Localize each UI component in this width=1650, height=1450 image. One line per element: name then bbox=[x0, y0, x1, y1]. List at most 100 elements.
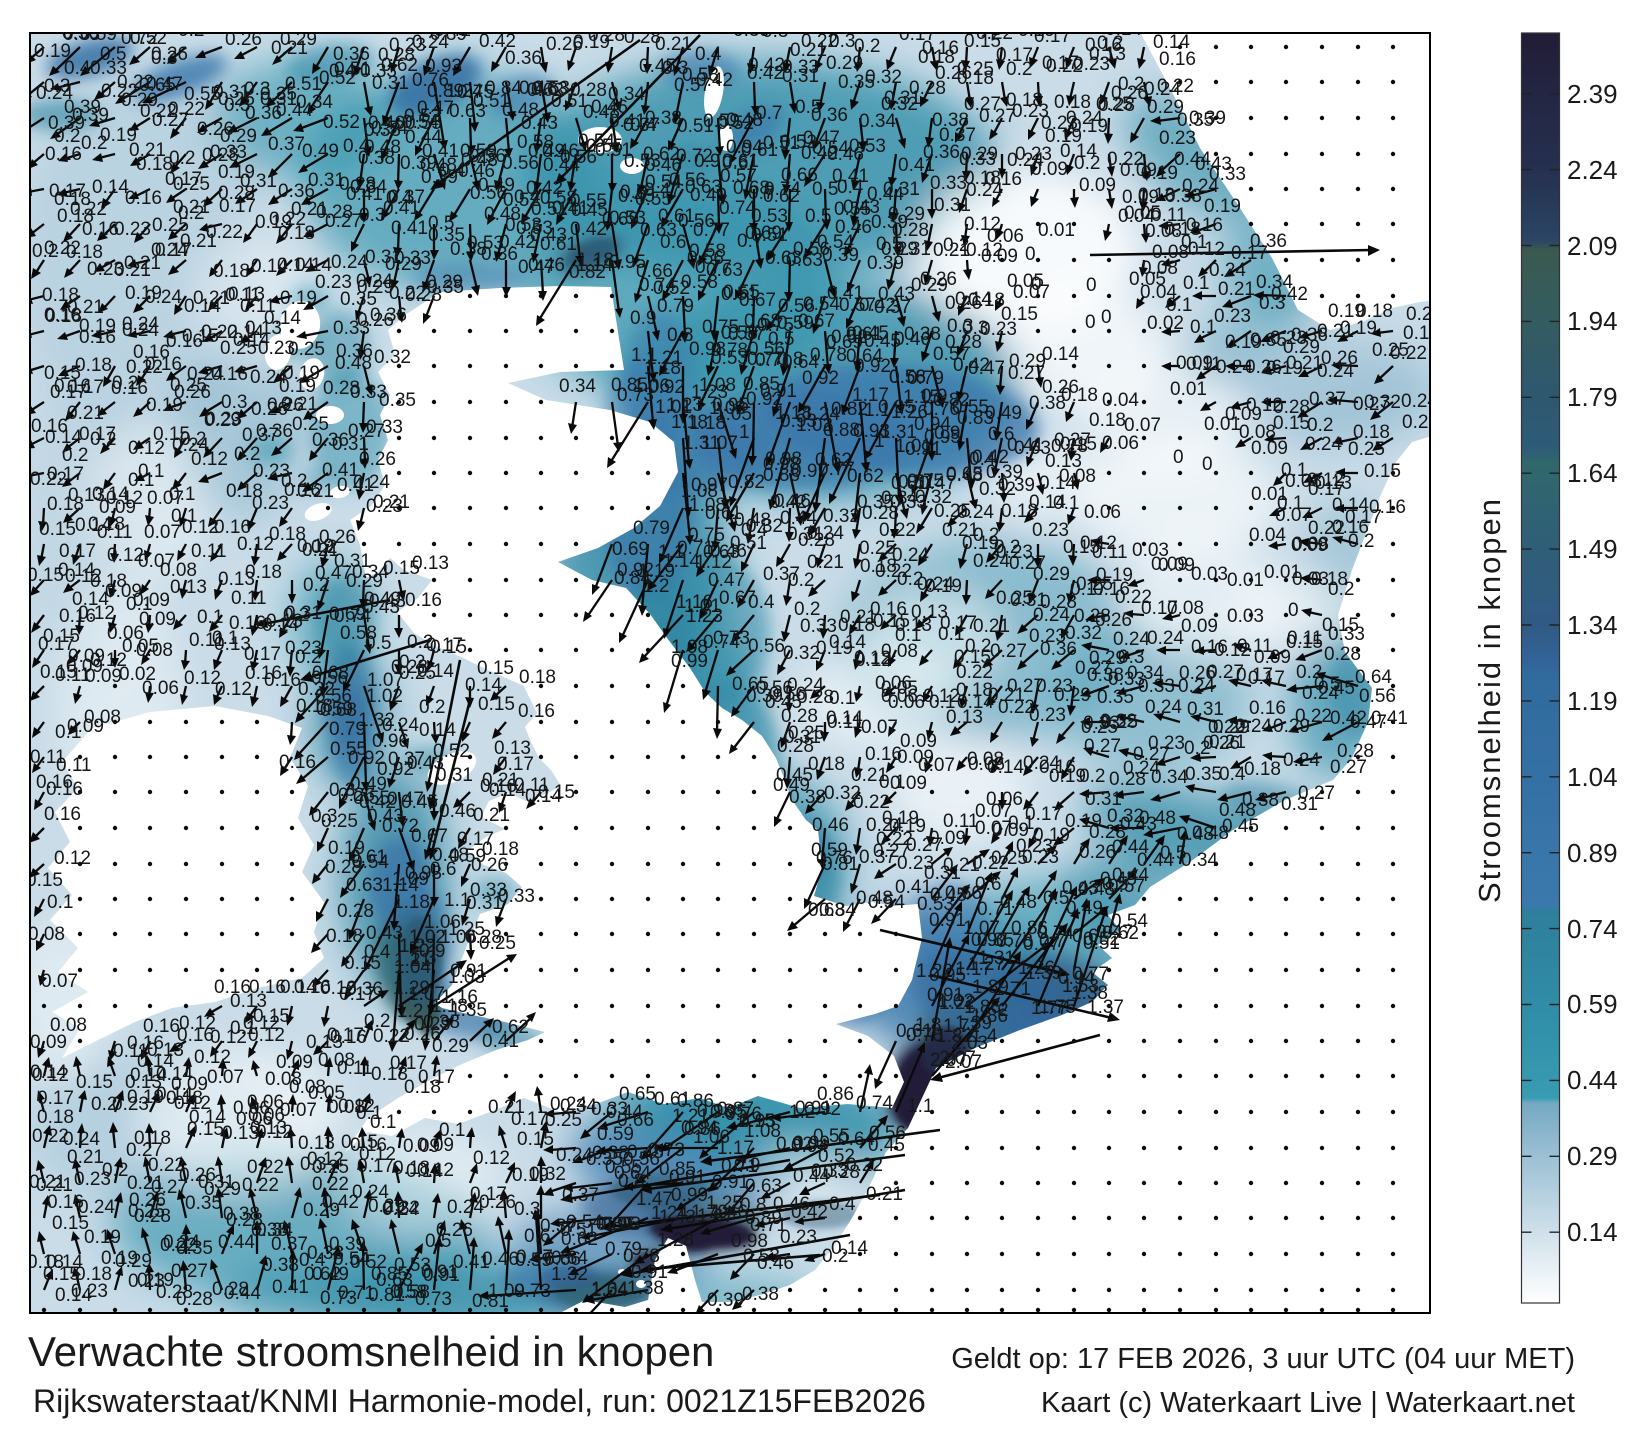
svg-text:1.03: 1.03 bbox=[448, 967, 485, 988]
svg-text:0.12: 0.12 bbox=[78, 603, 115, 624]
svg-text:1.07: 1.07 bbox=[367, 670, 404, 691]
svg-text:0.33: 0.33 bbox=[350, 382, 387, 403]
svg-text:0.91: 0.91 bbox=[631, 1262, 668, 1283]
svg-text:0.1: 0.1 bbox=[126, 594, 152, 615]
svg-text:Geldt op: 17 FEB 2026, 3 uur U: Geldt op: 17 FEB 2026, 3 uur UTC (04 uur… bbox=[951, 1343, 1575, 1375]
svg-text:0.18: 0.18 bbox=[956, 680, 993, 701]
svg-text:0.6: 0.6 bbox=[430, 859, 456, 880]
svg-text:0.21: 0.21 bbox=[124, 253, 161, 274]
svg-text:0.63: 0.63 bbox=[808, 900, 845, 921]
svg-text:0.9: 0.9 bbox=[630, 308, 656, 329]
svg-text:0.22: 0.22 bbox=[801, 31, 838, 52]
svg-text:0.28: 0.28 bbox=[212, 1279, 249, 1300]
svg-text:0.18: 0.18 bbox=[47, 494, 84, 515]
svg-text:0.17: 0.17 bbox=[244, 644, 281, 665]
svg-text:0.43: 0.43 bbox=[1120, 814, 1157, 835]
svg-text:0.12: 0.12 bbox=[215, 679, 252, 700]
svg-text:0.52: 0.52 bbox=[780, 132, 817, 153]
svg-text:0.59: 0.59 bbox=[1567, 989, 1618, 1019]
svg-text:0.07: 0.07 bbox=[975, 801, 1012, 822]
svg-text:0.14: 0.14 bbox=[280, 977, 317, 998]
svg-text:0.22: 0.22 bbox=[1115, 587, 1152, 608]
svg-text:0.32: 0.32 bbox=[529, 1164, 566, 1185]
svg-text:0.29: 0.29 bbox=[432, 1036, 469, 1057]
svg-text:0.15: 0.15 bbox=[1322, 615, 1359, 636]
svg-text:0.2: 0.2 bbox=[234, 444, 260, 465]
svg-text:0.12: 0.12 bbox=[106, 488, 143, 509]
svg-text:0.46: 0.46 bbox=[458, 161, 495, 182]
svg-text:0.88: 0.88 bbox=[823, 420, 860, 441]
svg-text:0.32: 0.32 bbox=[1100, 711, 1137, 732]
svg-text:0.24: 0.24 bbox=[382, 1199, 419, 1220]
svg-text:0.28: 0.28 bbox=[391, 657, 428, 678]
svg-text:0.46: 0.46 bbox=[894, 329, 931, 350]
svg-text:0.24: 0.24 bbox=[917, 574, 954, 595]
svg-text:0.14: 0.14 bbox=[184, 296, 221, 317]
svg-text:0.28: 0.28 bbox=[797, 687, 834, 708]
svg-text:1.06: 1.06 bbox=[440, 927, 477, 948]
svg-text:0.44: 0.44 bbox=[1137, 850, 1174, 871]
svg-text:0.21: 0.21 bbox=[67, 1147, 104, 1168]
svg-text:0.26: 0.26 bbox=[359, 449, 396, 470]
svg-text:0.16: 0.16 bbox=[143, 1016, 180, 1037]
svg-text:0.28: 0.28 bbox=[862, 503, 899, 524]
svg-text:0.24: 0.24 bbox=[866, 815, 903, 836]
svg-text:0.46: 0.46 bbox=[645, 155, 682, 176]
svg-text:0.95: 0.95 bbox=[609, 252, 646, 273]
svg-text:0.24: 0.24 bbox=[356, 271, 393, 292]
svg-text:0.3: 0.3 bbox=[762, 21, 788, 42]
svg-text:0.49: 0.49 bbox=[1066, 898, 1103, 919]
svg-text:0.69: 0.69 bbox=[745, 223, 782, 244]
svg-text:0.24: 0.24 bbox=[1209, 260, 1246, 281]
svg-text:0.04: 0.04 bbox=[1249, 525, 1286, 546]
svg-text:0.19: 0.19 bbox=[1065, 811, 1102, 832]
svg-text:0.15: 0.15 bbox=[477, 658, 514, 679]
svg-text:0.41: 0.41 bbox=[1007, 435, 1044, 456]
svg-text:1.2: 1.2 bbox=[643, 576, 669, 597]
svg-text:0.26: 0.26 bbox=[471, 855, 508, 876]
svg-text:0.56: 0.56 bbox=[748, 339, 785, 360]
svg-text:0.7: 0.7 bbox=[1039, 931, 1065, 952]
svg-text:0.28: 0.28 bbox=[325, 857, 362, 878]
svg-text:0.82: 0.82 bbox=[831, 399, 868, 420]
svg-text:0.98: 0.98 bbox=[763, 454, 800, 475]
svg-text:0.63: 0.63 bbox=[685, 177, 722, 198]
svg-text:0.32: 0.32 bbox=[374, 347, 411, 368]
svg-text:1.1: 1.1 bbox=[864, 400, 890, 421]
svg-text:0.33: 0.33 bbox=[959, 149, 996, 170]
svg-text:0.25: 0.25 bbox=[996, 588, 1033, 609]
svg-text:0.94: 0.94 bbox=[1058, 968, 1095, 989]
svg-text:0.24: 0.24 bbox=[331, 252, 368, 273]
svg-text:0.23: 0.23 bbox=[366, 496, 403, 517]
svg-text:0.24: 0.24 bbox=[1123, 758, 1160, 779]
svg-text:0.27: 0.27 bbox=[1008, 363, 1045, 384]
svg-text:0.42: 0.42 bbox=[1271, 284, 1308, 305]
svg-text:0.29: 0.29 bbox=[1567, 1141, 1618, 1171]
svg-text:0.01: 0.01 bbox=[1227, 570, 1264, 591]
svg-text:0.49: 0.49 bbox=[312, 1264, 349, 1285]
svg-text:1.26: 1.26 bbox=[891, 402, 928, 423]
svg-text:0.33: 0.33 bbox=[930, 173, 967, 194]
svg-text:0.56: 0.56 bbox=[778, 296, 815, 317]
svg-text:0.68: 0.68 bbox=[312, 663, 349, 684]
svg-text:0.56: 0.56 bbox=[669, 170, 706, 191]
svg-text:0.19: 0.19 bbox=[816, 638, 853, 659]
svg-text:0.93: 0.93 bbox=[405, 863, 442, 884]
svg-text:0.15: 0.15 bbox=[1286, 632, 1323, 653]
svg-text:0.05: 0.05 bbox=[122, 636, 159, 657]
svg-text:0.14: 0.14 bbox=[1039, 473, 1076, 494]
svg-text:0.2: 0.2 bbox=[965, 636, 991, 657]
svg-text:0.16: 0.16 bbox=[1093, 579, 1130, 600]
svg-text:0.47: 0.47 bbox=[644, 180, 681, 201]
svg-text:0.13: 0.13 bbox=[170, 577, 207, 598]
svg-text:0.15: 0.15 bbox=[182, 326, 219, 347]
svg-text:1.17: 1.17 bbox=[955, 959, 992, 980]
svg-text:0.49: 0.49 bbox=[478, 175, 515, 196]
svg-text:0.26: 0.26 bbox=[319, 527, 356, 548]
svg-text:0.18: 0.18 bbox=[968, 290, 1005, 311]
svg-text:0.22: 0.22 bbox=[956, 662, 993, 683]
svg-text:0.21: 0.21 bbox=[1209, 732, 1246, 753]
svg-text:0.19: 0.19 bbox=[125, 283, 162, 304]
svg-text:0.27: 0.27 bbox=[348, 421, 385, 442]
svg-text:0.31: 0.31 bbox=[285, 603, 322, 624]
